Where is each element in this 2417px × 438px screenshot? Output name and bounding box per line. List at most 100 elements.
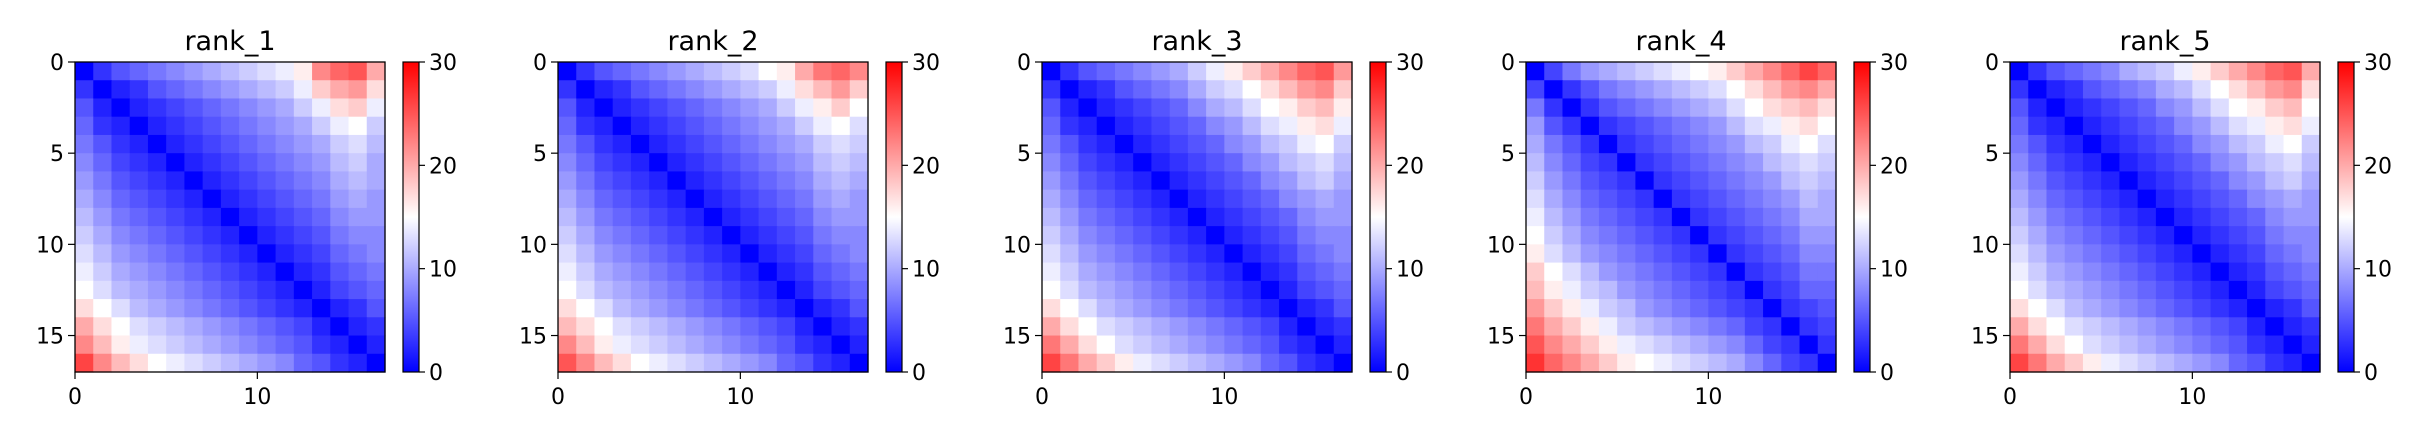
heatmap-cell [1744, 171, 1764, 191]
heatmap-cell [1708, 262, 1728, 282]
heatmap-cell [1151, 134, 1171, 154]
heatmap-cell [1078, 134, 1098, 154]
heatmap-cell [2174, 207, 2193, 227]
heatmap-cell [1279, 189, 1298, 209]
heatmap-cell [667, 226, 687, 245]
heatmap-cell [703, 262, 723, 282]
heatmap-cell [2192, 317, 2212, 337]
heatmap-cell [1690, 134, 1709, 154]
heatmap-cell [1169, 353, 1189, 373]
heatmap-cell [1114, 80, 1134, 100]
heatmap-cell [184, 244, 204, 264]
heatmap-cell [1206, 262, 1225, 282]
heatmap-cell [2028, 335, 2048, 355]
heatmap-cell [831, 244, 851, 264]
heatmap-cell [1096, 207, 1116, 227]
heatmap-cell [2192, 62, 2212, 81]
heatmap-cell [1114, 207, 1134, 227]
heatmap-cell [2265, 317, 2285, 337]
colorbar-tick-label: 30 [429, 51, 457, 76]
heatmap-cell [275, 207, 295, 227]
colorbar-gradient [402, 61, 420, 373]
heatmap-cell [1060, 244, 1080, 264]
heatmap-cell [257, 80, 277, 100]
heatmap-cell [667, 317, 687, 337]
heatmap-cell [220, 226, 240, 245]
heatmap-cell [703, 244, 723, 264]
heatmap-cell [2137, 299, 2157, 318]
heatmap-cell [1042, 153, 1061, 173]
heatmap-cell [831, 262, 851, 282]
heatmap-cell [1598, 207, 1618, 227]
heatmap-cell [1042, 353, 1061, 373]
heatmap-cell [1333, 317, 1353, 337]
heatmap-cell [2301, 280, 2321, 300]
heatmap-cell [2101, 280, 2121, 300]
heatmap-cell [1242, 317, 1262, 337]
heatmap-cell [630, 280, 650, 300]
heatmap-cell [1598, 335, 1618, 355]
heatmap-cell [2283, 62, 2303, 81]
heatmap-cell [813, 262, 833, 282]
heatmap-cell [348, 62, 368, 81]
y-tick-label: 10 [519, 233, 547, 258]
heatmap-cell [1690, 353, 1709, 373]
heatmap-cell [2046, 116, 2066, 136]
heatmap-cell [1260, 280, 1280, 300]
heatmap-cell [2228, 80, 2248, 100]
heatmap-cell [1187, 153, 1207, 173]
heatmap-cell [1544, 226, 1564, 245]
colorbar-tick-label: 30 [2364, 51, 2392, 76]
heatmap-cell [1708, 80, 1728, 100]
heatmap-cell [1653, 207, 1673, 227]
heatmap-cell [1279, 353, 1298, 373]
heatmap-cell [166, 171, 186, 191]
heatmap-cell [1297, 299, 1317, 318]
heatmap-cell [2119, 299, 2139, 318]
heatmap-cell [1206, 98, 1225, 118]
heatmap-cell [849, 207, 869, 227]
heatmap-cell [166, 62, 186, 81]
heatmap-cell [1635, 116, 1655, 136]
heatmap-cell [75, 116, 94, 136]
heatmap-cell [740, 189, 760, 209]
heatmap-cell [1744, 353, 1764, 373]
heatmap-cell [1635, 317, 1655, 337]
heatmap-cell [2010, 171, 2029, 191]
heatmap-cell [703, 189, 723, 209]
heatmap-cell [202, 280, 222, 300]
heatmap-cell [2155, 244, 2175, 264]
heatmap-cell [1817, 335, 1837, 355]
heatmap-cell [776, 80, 796, 100]
heatmap-cell [1763, 153, 1782, 173]
heatmap-cell [1333, 62, 1353, 81]
heatmap-cell [1242, 280, 1262, 300]
heatmap-cell [776, 317, 796, 337]
heatmap-cell [348, 116, 368, 136]
colorbar-tick-label: 0 [1396, 361, 1410, 386]
heatmap-cell [1635, 189, 1655, 209]
colorbar-gradient [885, 61, 903, 373]
heatmap-cell [1617, 134, 1637, 154]
heatmap-cell [2119, 262, 2139, 282]
heatmap-cell [1114, 98, 1134, 118]
heatmap-cell [1726, 262, 1746, 282]
heatmap-cell [612, 98, 632, 118]
heatmap-cell [293, 299, 313, 318]
heatmap-cell [1333, 207, 1353, 227]
heatmap-cell [129, 98, 149, 118]
x-tick-label: 10 [1694, 385, 1722, 410]
heatmap-cell [612, 116, 632, 136]
heatmap-cell [576, 98, 596, 118]
heatmap-cell [93, 353, 113, 373]
heatmap-cell [1799, 317, 1819, 337]
heatmap-cell [1580, 153, 1600, 173]
panel-title: rank_2 [667, 26, 758, 57]
heatmap-cell [703, 353, 723, 373]
heatmap-cell [166, 116, 186, 136]
heatmap-cell [722, 353, 741, 373]
heatmap-cell [239, 335, 258, 355]
heatmap-cell [2082, 244, 2102, 264]
heatmap-cell [293, 317, 313, 337]
heatmap-cell [1151, 353, 1171, 373]
